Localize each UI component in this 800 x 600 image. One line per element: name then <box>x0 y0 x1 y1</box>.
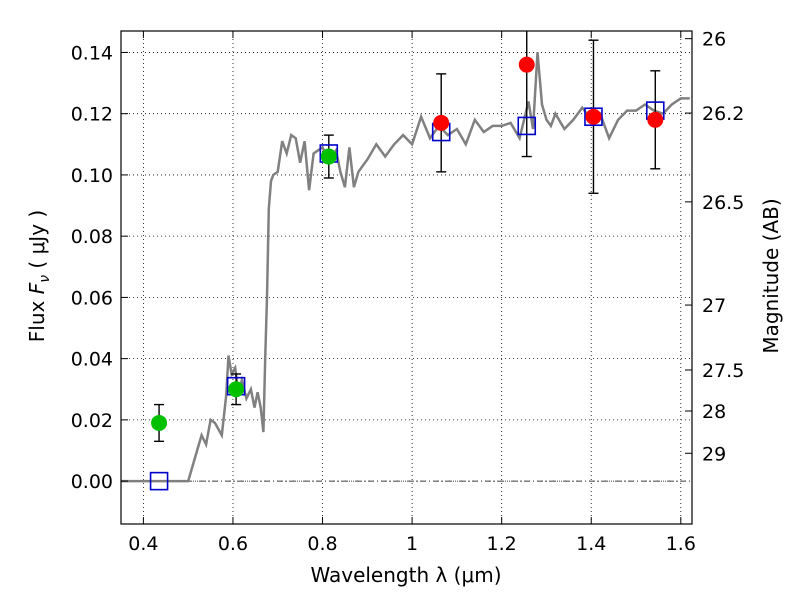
y-axis-title-suffix: ( μJy ) <box>25 210 49 275</box>
model-boxes <box>149 101 665 491</box>
y-axis-title: Flux Fν ( μJy ) <box>25 210 53 342</box>
right-axis-title: Magnitude (AB) <box>759 198 783 353</box>
y-tick-label: 0.12 <box>71 104 113 126</box>
right-tick-label: 28 <box>702 401 726 423</box>
x-tick-label: 0.8 <box>307 533 337 555</box>
green-data-point <box>151 414 168 431</box>
y-axis-title-subscript: ν <box>37 275 53 283</box>
y-tick-label: 0.08 <box>71 226 113 248</box>
x-tick-label: 1.2 <box>487 533 517 555</box>
right-tick-label: 26.5 <box>702 192 744 214</box>
right-axis-ticks: 26 26.2 26.5 27 27.5 28 29 <box>685 29 744 465</box>
y-axis-title-prefix: Flux <box>25 294 49 342</box>
x-axis-title: Wavelength λ (μm) <box>310 563 501 587</box>
y-tick-label: 0.06 <box>71 287 113 309</box>
red-data-point <box>518 56 535 73</box>
model-box-marker <box>149 471 169 491</box>
y-axis-title-symbol: F <box>25 282 49 294</box>
data-points <box>151 56 664 431</box>
red-data-point <box>647 111 664 128</box>
right-tick-label: 26 <box>702 29 726 51</box>
x-axis-ticks: 0.4 0.6 0.8 1 1.2 1.4 1.6 <box>128 31 696 555</box>
y-axis-ticks: 0.00 0.02 0.04 0.06 0.08 0.10 0.12 0.14 <box>71 42 128 493</box>
y-tick-label: 0.10 <box>71 165 113 187</box>
red-data-point <box>433 114 450 131</box>
x-tick-label: 0.6 <box>218 533 248 555</box>
model-box-marker <box>517 116 537 136</box>
model-box-marker <box>584 107 603 127</box>
right-tick-label: 27 <box>702 295 726 317</box>
x-tick-label: 1.6 <box>666 533 696 555</box>
plot-frame <box>120 30 693 525</box>
green-data-point <box>320 148 337 165</box>
y-tick-label: 0.04 <box>71 349 113 371</box>
model-spectrum-line <box>121 52 690 483</box>
x-tick-label: 0.4 <box>128 533 158 555</box>
grid-lines <box>121 31 692 524</box>
right-tick-label: 27.5 <box>702 360 744 382</box>
right-tick-label: 26.2 <box>702 103 744 125</box>
green-data-point <box>228 381 245 398</box>
right-tick-label: 29 <box>702 443 726 465</box>
y-tick-label: 0.02 <box>71 410 113 432</box>
y-tick-label: 0.00 <box>71 471 113 493</box>
red-data-point <box>585 108 602 125</box>
y-tick-label: 0.14 <box>71 42 113 64</box>
x-tick-label: 1 <box>406 533 418 555</box>
x-tick-label: 1.4 <box>576 533 606 555</box>
